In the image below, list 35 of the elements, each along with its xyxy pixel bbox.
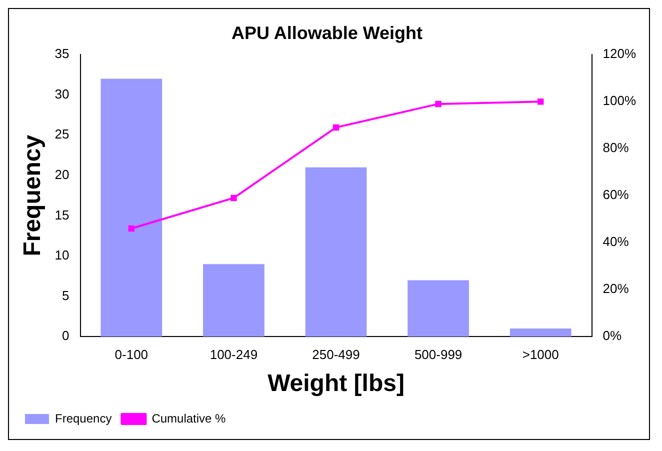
y2-tick-label: 20%	[602, 281, 630, 296]
y-axis-title: Frequency	[19, 134, 46, 256]
y-tick-label: 35	[54, 46, 70, 62]
x-axis-title: Weight [lbs]	[268, 370, 404, 398]
y2-tick-label: 80%	[602, 140, 630, 156]
bar	[305, 167, 367, 337]
legend-label: Cumulative %	[152, 411, 226, 426]
point	[230, 194, 237, 202]
y2-tick-label: 0%	[602, 328, 622, 344]
x-tick-label: >1000	[522, 346, 559, 362]
point	[128, 225, 135, 232]
x-tick-label: 250-499	[312, 346, 360, 362]
bar	[203, 264, 264, 337]
legend-label: Frequency	[55, 411, 112, 426]
x-tick-label: 100-249	[210, 346, 258, 362]
y-tick-label: 20	[54, 167, 70, 182]
bar	[100, 78, 162, 337]
y-tick-label: 25	[54, 126, 70, 142]
bar	[510, 328, 572, 337]
y-tick-label: 5	[62, 288, 70, 303]
y2-tick-label: 60%	[602, 187, 630, 202]
y-tick-label: 0	[62, 328, 70, 344]
x-tick-label: 500-999	[414, 346, 462, 362]
chart-title: APU Allowable Weight	[231, 22, 423, 43]
bar	[408, 280, 469, 337]
x-tick-label: 0-100	[114, 346, 148, 362]
y-tick-label: 30	[54, 86, 70, 102]
y2-tick-label: 120%	[602, 46, 636, 62]
y-tick-label: 15	[54, 207, 70, 222]
point	[537, 98, 544, 105]
point	[332, 124, 340, 131]
point	[435, 100, 442, 108]
y-tick-label: 10	[54, 248, 70, 263]
y2-tick-label: 40%	[602, 234, 630, 250]
y2-tick-label: 100%	[602, 93, 636, 108]
